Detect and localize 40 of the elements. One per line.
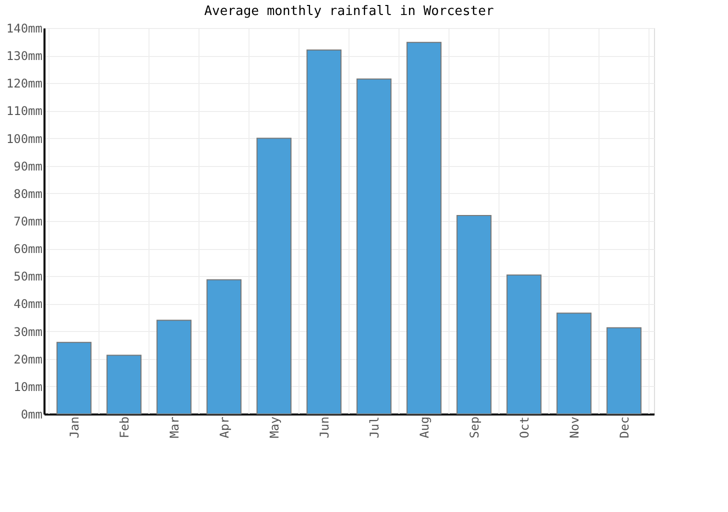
bar <box>106 354 142 414</box>
y-tick-label: 120mm <box>6 76 42 91</box>
y-tick-label: 80mm <box>14 186 42 201</box>
x-tick-label: Dec <box>618 416 632 438</box>
x-tick-label: Aug <box>418 416 432 438</box>
x-tick-label: Oct <box>518 416 532 438</box>
y-tick-label: 40mm <box>14 297 42 312</box>
y-tick-label: 110mm <box>6 104 42 118</box>
bar <box>356 78 392 414</box>
x-tick-label: May <box>268 416 282 438</box>
x-tick-label: Apr <box>218 416 232 438</box>
x-tick-label: Mar <box>168 416 182 438</box>
bar <box>506 274 542 414</box>
x-tick-label: Jun <box>318 416 332 438</box>
x-tick-label: Nov <box>568 416 582 438</box>
bar <box>56 342 92 414</box>
bar <box>456 214 492 414</box>
y-tick-label: 50mm <box>14 270 42 284</box>
bar <box>556 312 592 414</box>
y-tick-label: 10mm <box>14 380 42 394</box>
bar <box>156 320 192 414</box>
chart-title: Average monthly rainfall in Worcester <box>204 4 494 19</box>
y-tick-label: 90mm <box>14 159 42 174</box>
bar <box>606 327 642 414</box>
x-tick-label: Jan <box>68 416 82 438</box>
y-tick-label: 60mm <box>14 242 42 256</box>
y-tick-label: 0mm <box>20 408 42 422</box>
bar <box>256 138 292 414</box>
y-tick-label: 70mm <box>14 214 42 228</box>
bar <box>306 50 342 414</box>
y-tick-label: 20mm <box>14 352 42 366</box>
y-tick-label: 140mm <box>6 22 42 36</box>
x-tick-label: Sep <box>468 416 482 438</box>
x-tick-label: Feb <box>118 416 132 438</box>
bar <box>206 279 242 414</box>
y-tick-label: 30mm <box>14 324 42 339</box>
bar <box>406 42 442 414</box>
x-tick-label: Jul <box>368 416 382 438</box>
y-tick-label: 100mm <box>6 132 42 146</box>
y-tick-label: 130mm <box>6 49 42 64</box>
